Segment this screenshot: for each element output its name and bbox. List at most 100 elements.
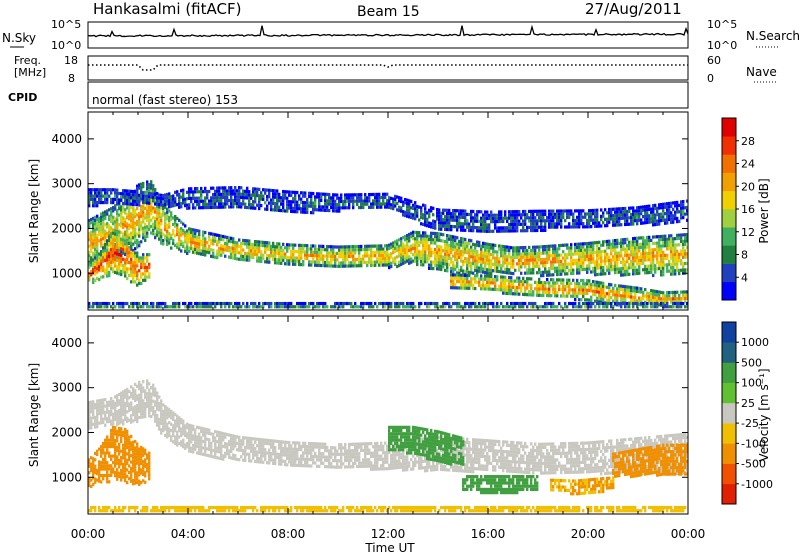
data-cell bbox=[142, 204, 145, 208]
data-cell bbox=[574, 294, 577, 298]
data-cell bbox=[436, 232, 439, 236]
data-cell bbox=[116, 301, 119, 306]
data-cell bbox=[116, 224, 119, 229]
data-cell bbox=[178, 244, 181, 248]
data-cell bbox=[452, 270, 455, 274]
data-cell bbox=[482, 280, 485, 285]
data-cell bbox=[582, 285, 585, 289]
data-cell bbox=[248, 190, 251, 194]
data-cell bbox=[90, 233, 93, 238]
data-cell bbox=[658, 247, 661, 252]
data-cell bbox=[470, 261, 473, 265]
data-cell bbox=[514, 285, 517, 290]
data-cell bbox=[94, 191, 97, 195]
data-cell bbox=[224, 248, 227, 252]
data-cell bbox=[142, 217, 145, 221]
data-cell bbox=[620, 223, 623, 227]
data-cell bbox=[508, 275, 511, 280]
data-cell bbox=[114, 217, 117, 221]
data-cell bbox=[532, 290, 535, 294]
data-cell bbox=[542, 212, 545, 217]
data-cell bbox=[118, 243, 121, 247]
data-cell bbox=[120, 301, 123, 306]
data-cell bbox=[624, 241, 627, 245]
data-cell bbox=[444, 305, 447, 309]
data-cell bbox=[454, 273, 457, 277]
data-cell bbox=[372, 202, 375, 206]
data-cell bbox=[134, 301, 137, 306]
data-cell bbox=[478, 226, 481, 230]
data-cell bbox=[556, 291, 559, 295]
noise-right-tick-bottom: 10^0 bbox=[707, 39, 737, 52]
data-cell bbox=[452, 286, 455, 290]
data-cell bbox=[354, 301, 357, 306]
data-cell bbox=[442, 211, 445, 215]
data-cell bbox=[576, 278, 579, 282]
data-cell bbox=[680, 203, 683, 207]
data-cell bbox=[500, 275, 503, 279]
data-cell bbox=[390, 255, 393, 259]
data-cell bbox=[134, 202, 137, 207]
data-cell bbox=[360, 260, 363, 265]
data-cell bbox=[654, 267, 657, 271]
data-cell bbox=[562, 266, 565, 270]
data-cell bbox=[432, 238, 435, 242]
data-cell bbox=[672, 240, 675, 244]
data-cell bbox=[302, 191, 305, 195]
data-cell bbox=[396, 305, 399, 309]
data-cell bbox=[492, 253, 495, 257]
data-cell bbox=[372, 260, 375, 264]
data-cell bbox=[214, 236, 217, 240]
data-cell bbox=[136, 206, 139, 211]
data-cell bbox=[112, 188, 115, 192]
data-cell bbox=[464, 219, 467, 223]
data-cell bbox=[220, 202, 223, 206]
data-cell bbox=[590, 251, 593, 255]
data-cell bbox=[226, 239, 229, 243]
data-cell bbox=[304, 305, 307, 309]
data-cell bbox=[562, 291, 565, 295]
data-cell bbox=[304, 256, 307, 261]
data-cell bbox=[418, 256, 421, 260]
data-cell bbox=[224, 241, 227, 246]
data-cell bbox=[200, 186, 203, 191]
data-cell bbox=[514, 252, 517, 256]
data-cell bbox=[630, 295, 633, 299]
data-cell bbox=[630, 243, 633, 247]
data-cell bbox=[216, 192, 219, 197]
data-cell bbox=[252, 206, 255, 210]
data-cell bbox=[498, 247, 501, 251]
data-cell bbox=[142, 262, 145, 266]
data-cell bbox=[440, 248, 443, 252]
data-cell bbox=[530, 225, 533, 229]
data-cell bbox=[108, 264, 111, 268]
data-cell bbox=[342, 199, 345, 204]
data-cell bbox=[466, 247, 469, 252]
data-cell bbox=[608, 211, 611, 215]
data-cell bbox=[492, 229, 495, 233]
data-cell bbox=[632, 243, 635, 247]
data-cell bbox=[506, 267, 509, 272]
data-cell bbox=[244, 242, 247, 246]
data-cell bbox=[676, 236, 679, 241]
data-cell bbox=[260, 194, 263, 198]
data-cell bbox=[164, 203, 167, 207]
data-cell bbox=[214, 301, 217, 306]
data-cell bbox=[454, 238, 457, 243]
data-cell bbox=[454, 254, 457, 259]
data-cell bbox=[642, 205, 645, 209]
data-cell bbox=[154, 226, 157, 230]
data-cell bbox=[650, 207, 653, 211]
data-cell bbox=[676, 265, 679, 269]
data-cell bbox=[192, 228, 195, 232]
data-cell bbox=[670, 266, 673, 270]
data-cell bbox=[396, 239, 399, 243]
data-cell bbox=[428, 257, 431, 261]
data-cell bbox=[204, 206, 207, 210]
data-cell bbox=[294, 262, 297, 266]
data-cell bbox=[524, 213, 527, 217]
data-cell bbox=[584, 298, 587, 302]
data-cell bbox=[122, 232, 125, 236]
data-cell bbox=[292, 256, 295, 260]
data-cell bbox=[522, 229, 525, 233]
